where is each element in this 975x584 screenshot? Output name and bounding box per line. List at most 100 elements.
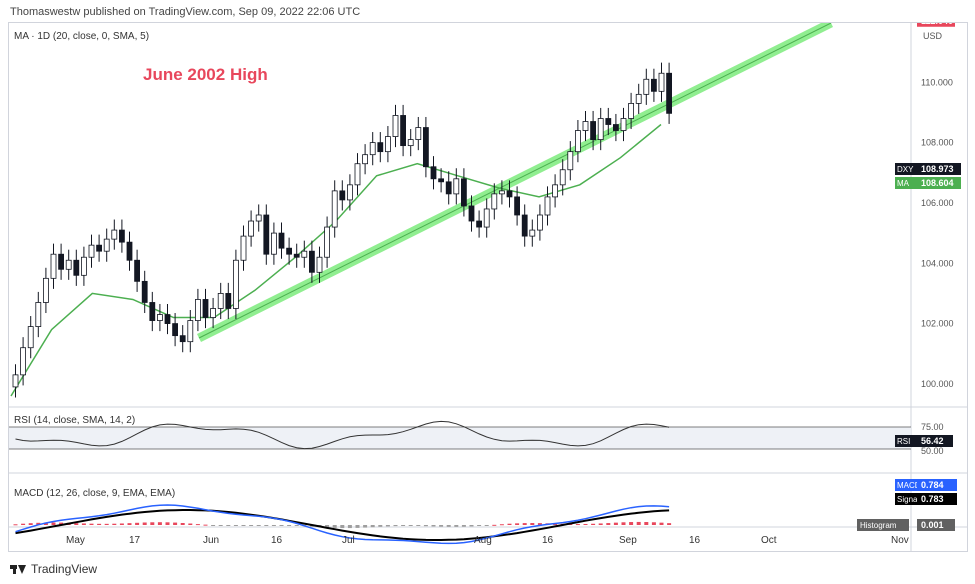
x-tick-label: Jun bbox=[203, 535, 219, 546]
candle bbox=[491, 193, 498, 210]
candle bbox=[232, 259, 239, 309]
macd-histogram-bar bbox=[127, 523, 132, 525]
macd-histogram-bar bbox=[21, 523, 26, 525]
macd-histogram-bar bbox=[241, 525, 246, 526]
rsi-indicator-label: RSI (14, close, SMA, 14, 2) bbox=[14, 415, 136, 426]
candle bbox=[172, 323, 179, 337]
candle bbox=[628, 103, 634, 119]
macd-line bbox=[15, 504, 670, 545]
y-tick-label: 110.000 bbox=[921, 77, 953, 87]
macd-histogram-bar bbox=[233, 525, 238, 526]
candle bbox=[476, 220, 483, 228]
candle bbox=[438, 178, 445, 183]
macd-histogram-bar bbox=[271, 525, 276, 526]
macd-histogram-bar bbox=[461, 525, 466, 527]
candle bbox=[460, 178, 467, 207]
macd-histogram-bar bbox=[385, 525, 390, 527]
candle bbox=[552, 184, 558, 198]
candle bbox=[119, 229, 125, 243]
x-tick-label: Aug bbox=[474, 535, 492, 546]
candle bbox=[96, 244, 102, 252]
candle bbox=[514, 196, 521, 216]
y-tick-label: 108.000 bbox=[921, 138, 954, 148]
candle bbox=[43, 277, 49, 303]
candle bbox=[73, 259, 80, 276]
candle bbox=[270, 232, 277, 255]
candle bbox=[582, 121, 589, 131]
macd-histogram-bar bbox=[477, 525, 482, 526]
currency-label: USD bbox=[923, 31, 943, 41]
x-tick-label: 16 bbox=[542, 535, 554, 546]
candle bbox=[210, 308, 217, 318]
candle bbox=[590, 121, 596, 140]
macd-histogram-bar bbox=[439, 525, 444, 527]
x-tick-label: Sep bbox=[619, 535, 637, 546]
histogram-value-bg bbox=[917, 519, 955, 531]
macd-histogram-bar bbox=[51, 522, 56, 525]
dxy-value-bg bbox=[917, 163, 961, 175]
candle bbox=[286, 247, 293, 255]
macd-histogram-bar bbox=[287, 525, 292, 526]
ma-value: 108.604 bbox=[921, 178, 954, 188]
x-tick-label: Jul bbox=[342, 535, 355, 546]
x-tick-label: 16 bbox=[689, 535, 701, 546]
candle bbox=[81, 256, 87, 276]
candle bbox=[324, 226, 331, 258]
candle bbox=[187, 320, 194, 343]
candle bbox=[453, 178, 460, 195]
rsi-line bbox=[15, 420, 670, 450]
macd-histogram-bar bbox=[195, 524, 200, 526]
macd-histogram-bar bbox=[150, 522, 155, 525]
macd-histogram-bar bbox=[606, 523, 611, 525]
price-chart[interactable]: USD 110.000 108.000 106.000 104.000 102.000 10… bbox=[9, 14, 967, 551]
macd-histogram-bar bbox=[370, 525, 375, 528]
candle bbox=[529, 229, 536, 237]
macd-histogram-bar bbox=[651, 522, 656, 525]
macd-histogram-bar bbox=[203, 524, 208, 526]
macd-histogram-bar bbox=[89, 523, 94, 525]
signal-tag-bg bbox=[895, 493, 917, 505]
footer-brand: TradingView bbox=[31, 562, 98, 576]
candle bbox=[331, 190, 338, 228]
x-tick-label: 16 bbox=[271, 535, 283, 546]
macd-histogram-bar bbox=[575, 524, 580, 526]
macd-tag-label: MACD bbox=[897, 481, 921, 490]
candle bbox=[651, 78, 657, 92]
macd-histogram-bar bbox=[173, 522, 178, 525]
macd-histogram-bar bbox=[537, 523, 542, 525]
macd-histogram-bar bbox=[97, 523, 102, 525]
x-tick-label: May bbox=[66, 535, 85, 546]
candle bbox=[339, 190, 346, 201]
candle bbox=[498, 190, 505, 195]
candle bbox=[544, 196, 551, 216]
signal-value-bg bbox=[917, 493, 957, 505]
macd-value-bg bbox=[917, 479, 957, 491]
macd-histogram-bar bbox=[28, 523, 33, 525]
candle bbox=[575, 130, 581, 153]
candle bbox=[164, 314, 171, 324]
candle bbox=[346, 184, 353, 201]
candle bbox=[111, 229, 118, 240]
candle bbox=[521, 214, 528, 237]
macd-histogram-bar bbox=[469, 525, 474, 527]
trendline-core bbox=[198, 22, 832, 339]
candle bbox=[141, 280, 148, 303]
macd-histogram-bar bbox=[515, 523, 520, 525]
candle bbox=[12, 374, 19, 388]
macd-histogram-bar bbox=[135, 522, 140, 525]
macd-histogram-bar bbox=[659, 522, 664, 525]
macd-histogram-bar bbox=[644, 522, 649, 525]
x-tick-label: Nov bbox=[891, 535, 909, 546]
rsi-value-bg bbox=[917, 435, 953, 447]
candle bbox=[240, 235, 247, 261]
rsi-level-label: 75.00 bbox=[921, 422, 944, 432]
macd-histogram-bar bbox=[363, 525, 368, 528]
candle bbox=[567, 151, 574, 171]
macd-histogram-bar bbox=[553, 523, 558, 525]
macd-histogram-bar bbox=[180, 522, 185, 525]
candle bbox=[278, 232, 285, 249]
macd-histogram-bar bbox=[423, 525, 428, 527]
macd-histogram-bar bbox=[598, 523, 603, 525]
candle bbox=[643, 78, 650, 95]
macd-histogram-bar bbox=[591, 523, 596, 525]
